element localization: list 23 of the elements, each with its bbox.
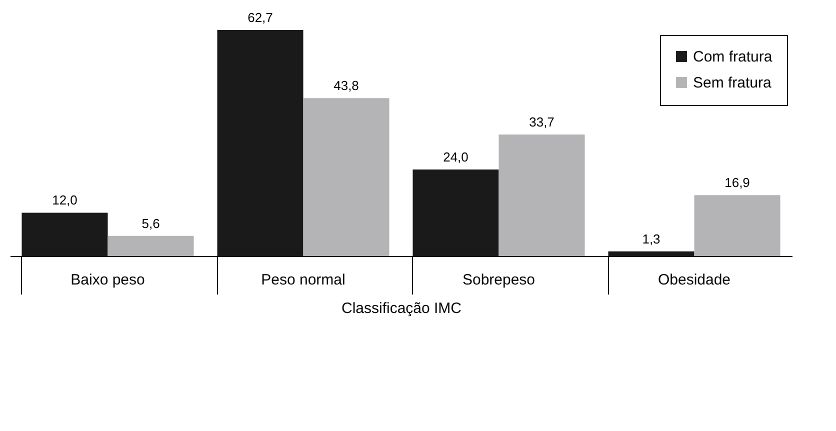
bar — [608, 251, 694, 256]
data-label: 62,7 — [248, 10, 273, 25]
bar — [412, 169, 499, 256]
bar — [108, 236, 194, 256]
data-label: 16,9 — [724, 175, 750, 190]
x-tick-label: Sobrepeso — [462, 272, 536, 288]
data-label: 12,0 — [52, 192, 78, 208]
data-label: 43,8 — [334, 78, 359, 94]
x-tick-label: Baixo peso — [70, 272, 145, 288]
bar — [694, 195, 780, 256]
x-axis-title: Classificação IMC — [341, 300, 462, 317]
bar — [217, 30, 304, 256]
bar — [22, 212, 108, 256]
data-label: 1,3 — [642, 231, 660, 246]
data-label: 24,0 — [443, 149, 468, 164]
x-tick-label: Obesidade — [658, 272, 731, 288]
legend-label: Sem fratura — [693, 74, 772, 92]
x-tick-label: Peso normal — [261, 272, 346, 288]
bar — [498, 134, 585, 256]
bar — [303, 98, 390, 256]
legend-label: Com fratura — [693, 48, 773, 66]
data-label: 33,7 — [529, 114, 554, 130]
data-label: 5,6 — [142, 216, 160, 231]
